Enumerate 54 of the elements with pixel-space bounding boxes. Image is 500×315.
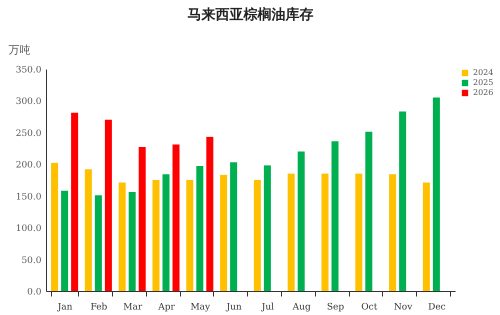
- bar: [61, 190, 68, 291]
- bar: [321, 174, 328, 291]
- legend-label: 2024: [473, 68, 494, 77]
- bar: [298, 151, 305, 291]
- bar: [162, 174, 170, 291]
- bar: [138, 147, 146, 291]
- x-tick-label: Apr: [157, 302, 176, 312]
- bar: [118, 182, 126, 291]
- bar: [94, 195, 102, 291]
- bar: [186, 180, 194, 291]
- x-tick-label: Mar: [123, 302, 143, 312]
- legend-label: 2026: [473, 88, 494, 97]
- bar: [152, 180, 160, 291]
- y-tick-label: 350.0: [16, 66, 42, 76]
- x-tick-label: Sep: [326, 302, 344, 312]
- bar: [365, 132, 372, 291]
- y-axis-title: 万吨: [8, 44, 30, 56]
- bar: [206, 136, 214, 291]
- bar: [51, 162, 58, 291]
- x-tick-label: Jan: [56, 302, 73, 312]
- bar: [104, 120, 112, 291]
- x-tick-label: Nov: [394, 302, 414, 312]
- x-tick-label: Jul: [260, 302, 274, 312]
- y-tick-label: 100.0: [16, 224, 42, 234]
- bar: [389, 174, 396, 291]
- y-tick-label: 300.0: [16, 97, 42, 108]
- legend-label: 2025: [473, 78, 494, 87]
- y-tick-label: 50.0: [21, 256, 42, 266]
- bar: [71, 112, 78, 291]
- x-tick-label: Oct: [361, 302, 378, 312]
- bar: [220, 174, 228, 291]
- y-tick-label: 0.0: [27, 288, 42, 298]
- y-tick-label: 250.0: [16, 128, 42, 139]
- x-tick-label: Feb: [90, 302, 108, 312]
- bar: [432, 98, 440, 291]
- y-tick-label: 200.0: [16, 160, 42, 171]
- x-tick-label: Dec: [428, 302, 446, 312]
- y-tick-label: 150.0: [16, 192, 42, 202]
- chart-title: 马来西亚棕榈油库存: [188, 6, 314, 23]
- bar: [264, 165, 271, 291]
- bar: [355, 174, 362, 291]
- bar: [254, 180, 261, 291]
- bar: [196, 166, 204, 291]
- x-tick-label: Aug: [292, 302, 311, 312]
- x-tick-label: May: [190, 302, 212, 312]
- bar: [172, 144, 180, 291]
- bar: [128, 192, 136, 291]
- bar: [399, 111, 406, 291]
- bar: [288, 174, 295, 291]
- bar: [422, 182, 430, 291]
- bar: [84, 169, 92, 291]
- bar: [332, 141, 339, 291]
- x-tick-label: Jun: [226, 302, 242, 312]
- bar: [230, 162, 238, 291]
